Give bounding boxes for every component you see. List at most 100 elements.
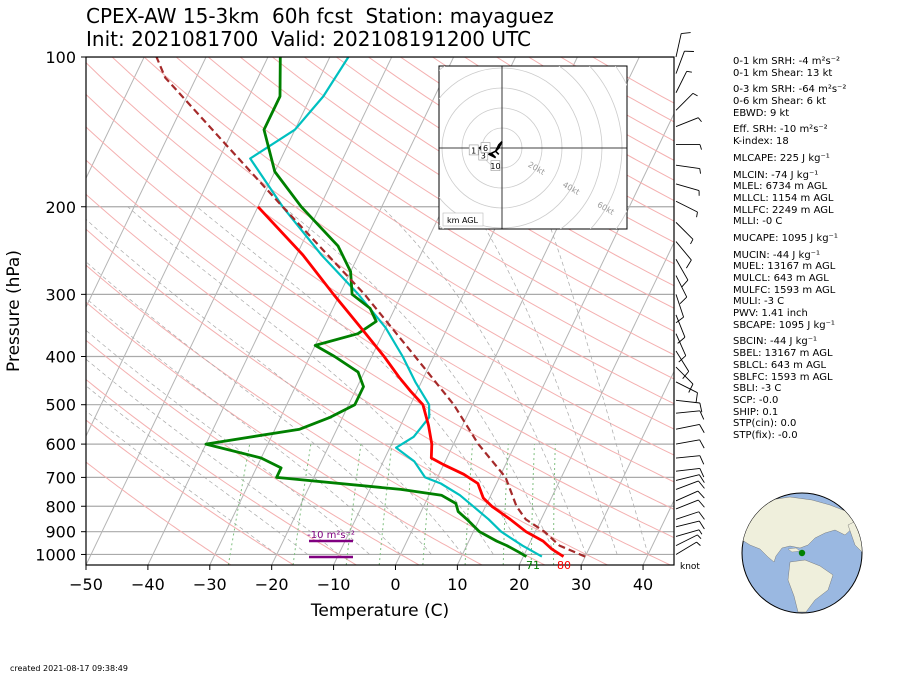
wind-barb-flag — [699, 439, 705, 449]
wind-barb — [675, 333, 687, 363]
wind-barb-shaft — [675, 455, 700, 459]
stat-line: MUEL: 13167 m AGL — [733, 261, 836, 273]
stat-line: MULI: -3 C — [733, 296, 785, 308]
wind-barb-half-flag — [699, 168, 701, 174]
stat-line: MLLI: -0 C — [733, 216, 783, 228]
hodograph-legend: km AGL — [447, 216, 479, 225]
wind-barb-shaft — [675, 117, 699, 128]
mixing-ratio-line — [227, 444, 251, 565]
isotherm-line — [209, 57, 455, 565]
dry-adiabat-line — [86, 419, 294, 565]
moist-adiabat-line — [86, 329, 370, 555]
wind-barb — [675, 520, 705, 530]
wind-barb — [675, 164, 701, 174]
temperature-profile — [256, 205, 565, 558]
moist-adiabat-line — [86, 410, 277, 555]
wind-barb-half-flag — [699, 144, 702, 150]
wind-barb-flag — [699, 468, 705, 478]
dry-adiabat-line — [86, 93, 674, 483]
wind-barb-shaft — [675, 200, 698, 213]
wind-barb-flag — [698, 474, 705, 483]
wind-barb — [675, 92, 698, 111]
wind-barb — [676, 144, 702, 150]
isotherm-line — [147, 57, 393, 565]
stat-line: MLEL: 6734 m AGL — [733, 181, 828, 193]
x-tick-label: 10 — [447, 575, 467, 594]
wind-barb-shaft — [675, 183, 700, 192]
wind-barb — [675, 490, 705, 502]
dry-adiabat-line — [111, 57, 674, 430]
wind-barb-flag — [675, 316, 684, 324]
wind-barb-flag — [685, 259, 692, 269]
hodograph-height-marker-box — [480, 142, 491, 153]
wind-barb-flag — [698, 480, 705, 489]
wind-barb-shaft — [675, 259, 689, 281]
wind-barb-shaft — [675, 333, 687, 356]
wind-barb-shaft — [675, 529, 700, 537]
y-tick-label: 900 — [45, 523, 76, 542]
hodograph-height-marker: 3 — [481, 152, 486, 161]
moist-adiabat-line — [86, 385, 308, 555]
wind-barb-shaft — [675, 399, 700, 404]
stat-line: MLLFC: 2249 m AGL — [733, 204, 834, 216]
isotherm-line — [86, 57, 145, 180]
stat-line: 0-6 km Shear: 6 kt — [733, 96, 826, 108]
moist-adiabat-line — [471, 206, 618, 555]
wind-barb-shaft — [675, 490, 699, 502]
stats-panel: 0-1 km SRH: -4 m²s⁻² 0-1 km Shear: 13 kt 0… — [733, 56, 846, 442]
hodograph-legend-box — [442, 212, 484, 227]
x-axis-label: Temperature (C) — [310, 601, 449, 621]
wind-barb-flag — [697, 499, 705, 508]
wind-barb-half-flag — [697, 534, 702, 540]
stat-line: Eff. SRH: -10 m²s⁻² — [733, 124, 828, 136]
isotherm-line — [580, 370, 674, 565]
y-tick-label: 500 — [45, 396, 76, 415]
dry-adiabat-line — [304, 57, 674, 287]
stat-line: SBCAPE: 1095 J kg⁻¹ — [733, 319, 835, 331]
moist-adiabat-line — [127, 206, 494, 555]
stat-line: SHIP: 0.1 — [733, 406, 779, 418]
x-tick-label: −50 — [69, 575, 103, 594]
wind-barb — [675, 241, 692, 269]
wind-barb — [675, 275, 688, 305]
wind-barb-shaft — [675, 439, 700, 445]
wind-barb — [675, 117, 702, 128]
stat-line: 0-3 km SRH: -64 m²s⁻² — [733, 84, 847, 96]
wind-barb-half-flag — [692, 92, 698, 97]
wind-barb-shaft — [675, 93, 694, 111]
wind-barb-half-flag — [696, 541, 701, 546]
dry-adiabat-line — [86, 228, 608, 565]
wind-barb — [675, 410, 705, 420]
wind-barb — [675, 480, 705, 490]
wind-barb-shaft — [675, 520, 700, 528]
wind-barb-shaft — [675, 241, 692, 261]
dry-adiabat-line — [239, 57, 674, 332]
hodograph-height-marker: 10 — [490, 162, 500, 171]
stat-line: STP(cin): 0.0 — [733, 418, 797, 430]
wind-barb-half-flag — [686, 70, 692, 73]
wind-barb-shaft — [675, 50, 685, 74]
mixing-ratio-line — [345, 444, 362, 565]
wind-barb-shaft — [675, 534, 698, 547]
effective-srh-label: -10 m²s⁻² — [307, 530, 355, 541]
wind-barb-flag — [682, 371, 690, 379]
moist-adiabat-line — [86, 261, 432, 555]
wind-barb-shaft — [675, 381, 698, 394]
wind-barb-flag — [679, 296, 688, 305]
mixing-ratio-line — [422, 444, 434, 565]
isotherm-line — [86, 57, 331, 565]
stat-line: MULFC: 1593 m AGL — [733, 284, 836, 296]
wind-barb-flag — [681, 32, 691, 35]
wind-barb — [675, 294, 685, 324]
wind-barb — [675, 424, 705, 433]
wind-barb-shaft — [675, 424, 700, 430]
y-tick-label: 200 — [45, 198, 76, 217]
dry-adiabat-line — [86, 159, 674, 539]
wind-barb-shaft — [675, 314, 686, 338]
wind-barb-flag — [698, 520, 705, 530]
stat-line: 0-1 km SRH: -4 m²s⁻² — [733, 56, 840, 67]
wind-barb-shaft — [675, 468, 700, 472]
stat-line: MUCIN: -44 J kg⁻¹ — [733, 249, 820, 261]
moist-adiabat-line — [196, 206, 525, 555]
dry-adiabat-line — [271, 57, 674, 309]
